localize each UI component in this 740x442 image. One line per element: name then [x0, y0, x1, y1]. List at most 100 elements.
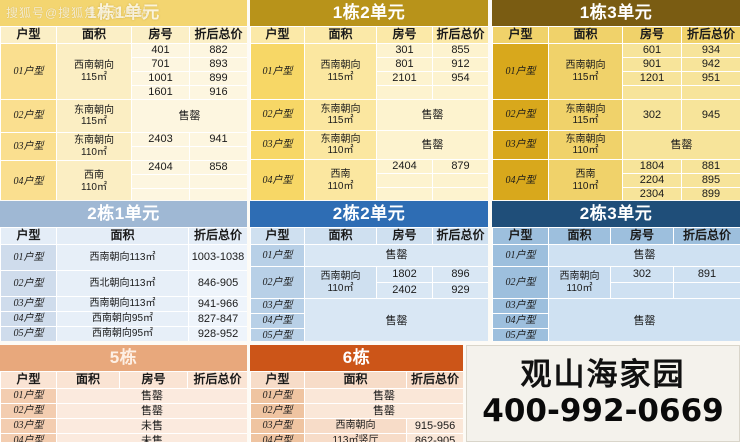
- col-header-price: 折后总价: [187, 371, 247, 389]
- cell-room: 401: [131, 43, 190, 58]
- table-b2u2: 户型 面积 房号 折后总价 01户型 售罄 02户型 西南朝向 110㎡ 180…: [250, 227, 488, 341]
- table-row: 03户型 西南朝向 915-956: [250, 418, 463, 434]
- area-line2: 110㎡: [327, 180, 354, 192]
- cell-type: 04户型: [0, 311, 57, 327]
- cell-room: 2402: [376, 282, 433, 299]
- cell-price: 896: [432, 266, 488, 283]
- cell-price: [432, 85, 488, 100]
- table-row: 03户型 西南朝向113㎡ 941-966: [0, 296, 247, 312]
- area-line2: 115㎡: [572, 115, 599, 126]
- cell-area: 西南朝向 110㎡: [548, 266, 611, 299]
- cell-area: 西南 110㎡: [56, 160, 132, 200]
- status-badge: 售罄: [548, 244, 740, 267]
- cell-type: 02户型: [250, 403, 305, 419]
- cell-type: 05户型: [250, 328, 305, 341]
- cell-price: 941: [189, 132, 247, 147]
- col-header-room: 房号: [376, 26, 433, 44]
- table-row: 03户型 未售: [0, 418, 247, 434]
- cell-price: 846-905: [188, 270, 247, 297]
- cell-area: 西南朝向: [304, 418, 407, 434]
- cell-price: 882: [189, 43, 247, 58]
- cell-room: 2101: [376, 71, 433, 86]
- cell-price: 945: [681, 99, 740, 131]
- cell-room: 1001: [131, 71, 190, 86]
- table-row: 02户型 售罄: [0, 403, 247, 419]
- cell-room: 2304: [622, 187, 682, 200]
- table-row: 03户型 东南朝向 110㎡ 2403 941: [0, 132, 247, 161]
- cell-room: 301: [376, 43, 433, 58]
- cell-price: [189, 188, 247, 200]
- table-row: 2204 895: [493, 173, 740, 188]
- table-b5: 户型 面积 房号 折后总价 01户型 售罄 02户型 售罄 03户型 未售 04…: [0, 371, 247, 442]
- table-row: 04户型: [250, 313, 489, 329]
- cell-area: 东南朝向 115㎡: [548, 99, 623, 131]
- cell-room: 2204: [622, 173, 682, 188]
- table-b1u3: 户型 面积 房号 折后总价 01户型 西南朝向 115㎡ 601 934 901…: [492, 26, 740, 200]
- cell-room: 601: [622, 43, 682, 58]
- area-line2: 110㎡: [572, 180, 599, 192]
- area-line1: 西南朝向: [559, 271, 600, 283]
- col-header-price: 折后总价: [189, 26, 247, 44]
- cell-price: 881: [681, 159, 740, 174]
- cell-type: 05户型: [0, 326, 57, 341]
- cell-type: 02户型: [0, 403, 57, 419]
- cell-area: 东南朝向 110㎡: [548, 130, 623, 160]
- area-line1: 西南: [575, 169, 596, 181]
- col-header-type: 户型: [0, 26, 57, 44]
- status-badge: 售罄: [622, 130, 740, 160]
- table-row: 04户型 西南 110㎡ 2404 879: [250, 159, 488, 200]
- table-row: 03户型 售罄: [492, 298, 740, 341]
- cell-area: 西南朝向 115㎡: [304, 43, 377, 100]
- cell-room: 1201: [622, 71, 682, 86]
- section-b1u1: 1栋1单元 搜狐号@搜狐焦点永州站 户型 面积 房号 折后总价 01户型 西南朝…: [0, 0, 247, 200]
- section-title-b5: 5栋: [0, 345, 247, 371]
- table-b2u1: 户型 面积 折后总价 01户型 西南朝向113㎡ 1003-1038 02户型 …: [0, 227, 247, 341]
- table-row: 701 893: [1, 57, 247, 72]
- status-badge: 售罄: [548, 298, 740, 341]
- cell-room: [376, 173, 433, 188]
- col-header-type: 户型: [492, 26, 549, 44]
- area-line1: 西南: [84, 170, 104, 182]
- cell-area: 西南朝向 115㎡: [548, 43, 623, 100]
- table-row: 05户型: [492, 328, 740, 341]
- col-header-type: 户型: [250, 26, 305, 44]
- col-header-room: 房号: [376, 227, 433, 245]
- cell-price: 912: [432, 57, 488, 72]
- status-badge: 售罄: [304, 403, 463, 419]
- col-header-room: 房号: [610, 227, 674, 245]
- cell-room: [131, 146, 190, 161]
- table-header-row: 户型 面积 房号 折后总价: [0, 371, 247, 389]
- cell-price: 891: [673, 266, 740, 283]
- col-header-area: 面积: [56, 371, 120, 389]
- col-header-room: 房号: [119, 371, 188, 389]
- col-header-type: 户型: [492, 227, 549, 245]
- area-line1: 东南朝向: [320, 133, 361, 145]
- cell-room: 2404: [131, 160, 190, 175]
- table-header-row: 户型 面积 房号 折后总价: [250, 227, 488, 245]
- cell-room: 801: [376, 57, 433, 72]
- cell-type: 01户型: [0, 244, 57, 271]
- col-header-type: 户型: [0, 227, 57, 245]
- col-header-price: 折后总价: [681, 26, 740, 44]
- status-badge: 售罄: [56, 388, 247, 404]
- area-line2: 115㎡: [81, 116, 107, 127]
- cell-price: 858: [189, 160, 247, 175]
- cell-type: 03户型: [492, 298, 549, 314]
- cell-type: 01户型: [250, 388, 305, 404]
- col-header-price: 折后总价: [673, 227, 740, 245]
- cell-price: [673, 282, 740, 299]
- table-row: 2402 929: [251, 282, 488, 299]
- section-title-b2u1: 2栋1单元: [0, 201, 247, 227]
- area-line1: 东南朝向: [565, 103, 606, 115]
- cell-type: 03户型: [250, 418, 305, 434]
- cell-price: 899: [681, 187, 740, 200]
- cell-area: 西南朝向95㎡: [56, 311, 189, 327]
- table-row: 02户型 西北朝向113㎡ 846-905: [0, 270, 247, 297]
- table-row: [1, 174, 247, 189]
- section-b5: 5栋 户型 面积 房号 折后总价 01户型 售罄 02户型 售罄 03户型 未售: [0, 345, 247, 442]
- area-line1: 西南: [330, 169, 351, 181]
- table-row: 02户型 西南朝向 110㎡ 302 891: [492, 266, 740, 299]
- cell-price: [189, 174, 247, 189]
- cell-room: 302: [610, 266, 674, 283]
- area-line2: 115㎡: [327, 115, 354, 126]
